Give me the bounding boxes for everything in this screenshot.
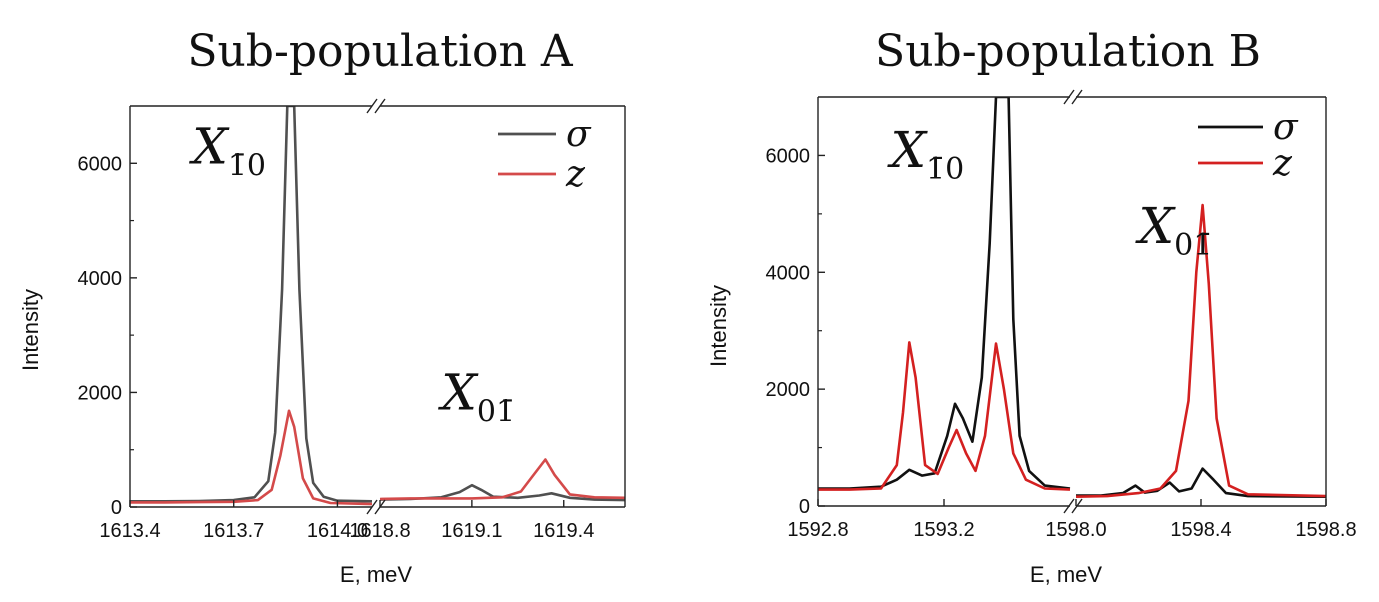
y-tick-label: 6000 — [766, 145, 811, 167]
peak-label: X1̄0 — [188, 117, 266, 183]
x-tick-label: 1619.4 — [533, 520, 594, 542]
peak-label: X1̄0 — [886, 121, 964, 187]
peak-label-main: X — [1135, 197, 1177, 255]
axis-break-mark — [1071, 498, 1083, 514]
peak-label-main: X — [437, 364, 479, 422]
peak-label: X01̄ — [1135, 197, 1213, 263]
series-line-0-segment-1 — [1076, 467, 1326, 498]
y-tick-label: 4000 — [766, 262, 811, 284]
x-tick-label: 1598.4 — [1170, 519, 1231, 541]
legend-label: z — [565, 154, 586, 195]
series-line-1-segment-0 — [130, 409, 373, 506]
axis-break-mark — [366, 98, 378, 114]
x-tick-label: 1613.7 — [203, 520, 264, 542]
series-line-0-segment-0 — [130, 106, 373, 503]
series-line-1-segment-0 — [818, 341, 1071, 491]
y-tick-label: 6000 — [78, 153, 123, 175]
chart-title: Sub-population A — [187, 26, 574, 77]
axis-break-mark — [374, 98, 386, 114]
series-line-0-segment-0 — [818, 97, 1071, 490]
peak-label-subscript: 01̄ — [477, 395, 515, 430]
x-tick-label: 1593.2 — [913, 519, 974, 541]
panel-sub-population-b: Sub-population B Intensity E, meV 0 2000 4… — [706, 26, 1357, 587]
x-axis-label: E, meV — [340, 562, 412, 587]
y-tick-label: 2000 — [766, 379, 811, 401]
x-tick-label: 1619.1 — [441, 520, 502, 542]
x-tick-label: 1592.8 — [787, 519, 848, 541]
x-tick-label: 1613.4 — [99, 520, 160, 542]
peak-label: X01̄ — [437, 364, 515, 430]
peak-label-main: X — [886, 121, 928, 179]
peak-label-subscript: 1̄0 — [926, 152, 964, 187]
series-line-1-segment-1 — [379, 458, 625, 501]
series-line-1-segment-1 — [1075, 203, 1326, 498]
x-tick-label: 1598.8 — [1295, 519, 1356, 541]
axis-break-mark — [1071, 89, 1083, 105]
legend-label: σ — [1273, 107, 1299, 148]
legend-label: σ — [566, 114, 592, 155]
peak-label-subscript: 1̄0 — [228, 148, 266, 183]
y-axis-label: Intensity — [18, 289, 43, 371]
y-tick-label: 0 — [111, 497, 122, 519]
x-axis-label: E, meV — [1030, 562, 1102, 587]
x-tick-label: 1614.0 — [307, 520, 368, 542]
y-axis-label: Intensity — [706, 285, 731, 367]
y-tick-label: 2000 — [78, 382, 123, 404]
axis-break-mark — [1063, 89, 1075, 105]
peak-label-subscript: 01̄ — [1174, 228, 1212, 263]
panel-sub-population-a: Sub-population A Intensity E, meV 0 2000 4… — [18, 26, 626, 587]
axis-break-mark — [1063, 498, 1075, 514]
legend-label: z — [1272, 143, 1293, 184]
y-tick-label: 4000 — [78, 268, 123, 290]
x-tick-label: 1618.8 — [349, 520, 410, 542]
chart-title: Sub-population B — [875, 26, 1261, 77]
x-tick-label: 1598.0 — [1045, 519, 1106, 541]
peak-label-main: X — [188, 117, 230, 175]
axis-break-mark — [366, 499, 378, 515]
y-tick-label: 0 — [799, 496, 810, 518]
plot-area: 0 2000 4000 6000 1592.8 1593.2 1598.0 1598.4 159… — [766, 89, 1357, 541]
